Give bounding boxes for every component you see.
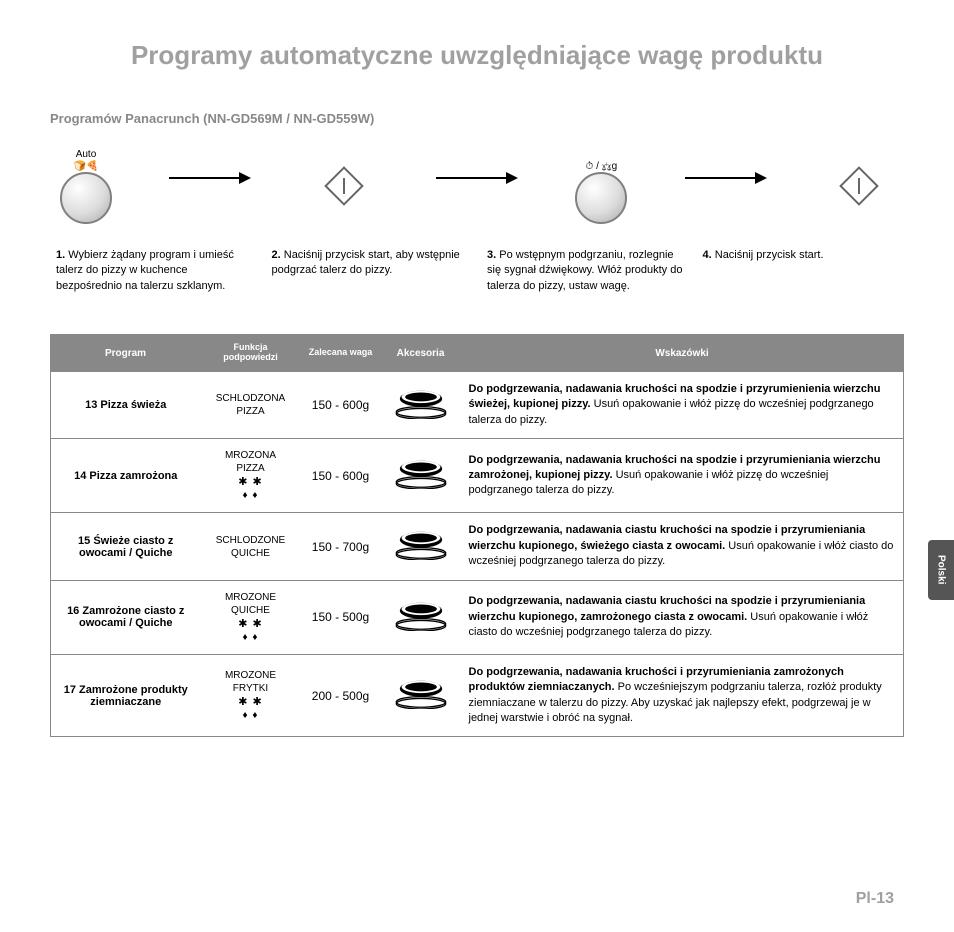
th-accessories: Akcesoria [381,335,461,372]
cell-tips: Do podgrzewania, nadawania kruchości na … [461,439,904,513]
auto-label: Auto [76,150,97,160]
cell-weight: 150 - 700g [301,513,381,580]
dial-icon [60,172,112,224]
timer-weight-label: ⏱ / ⚖g [586,162,618,172]
step-text: 1. Wybierz żądany program i umieść taler… [56,248,252,294]
dial-step-2: ⏱ / ⚖g [575,144,627,224]
cell-tips: Do podgrzewania, nadawania ciastu krucho… [461,580,904,654]
cell-program: 14 Pizza zamrożona [51,439,201,513]
snowflake-icon: ✱ ✱ [238,618,263,630]
language-tab: Polski [928,540,954,600]
arrow-2 [387,144,568,184]
th-weight: Zalecana waga [301,335,381,372]
step-text: 2. Naciśnij przycisk start, aby wstępnie… [272,248,468,294]
cell-weight: 150 - 500g [301,580,381,654]
snowflake-icon: ✱ ✱ [238,476,263,488]
drops-icon: ♦ ♦ [243,710,259,721]
cell-accessory [381,371,461,438]
th-hint: Funkcja podpowiedzi [201,335,301,372]
cell-hint: MROZONAPIZZA✱ ✱♦ ♦ [201,439,301,513]
th-program: Program [51,335,201,372]
pizza-plate-icon [393,530,449,560]
drops-icon: ♦ ♦ [243,632,259,643]
cell-program: 13 Pizza świeża [51,371,201,438]
cell-accessory [381,439,461,513]
pizza-plate-icon [393,459,449,489]
flow-diagram: Auto 🍞🍕 ⏱ / ⚖g [50,144,904,224]
snowflake-icon: ✱ ✱ [238,696,263,708]
cell-accessory [381,513,461,580]
th-tips: Wskazówki [461,335,904,372]
cell-accessory [381,580,461,654]
steps-row: 1. Wybierz żądany program i umieść taler… [50,248,904,294]
cell-tips: Do podgrzewania, nadawania kruchości na … [461,371,904,438]
dial-step-1: Auto 🍞🍕 [60,144,112,224]
cell-tips: Do podgrzewania, nadawania kruchości i p… [461,654,904,737]
cell-weight: 150 - 600g [301,439,381,513]
step-text: 4. Naciśnij przycisk start. [703,248,899,294]
cell-program: 17 Zamrożone produkty ziemniaczane [51,654,201,737]
cell-hint: SCHLODZONAPIZZA [201,371,301,438]
table-row: 15 Świeże ciasto z owocami / QuicheSCHLO… [51,513,904,580]
arrow-3 [635,144,816,184]
arrow-1 [120,144,301,184]
pizza-plate-icon [393,389,449,419]
pizza-plate-icon [393,679,449,709]
food-art-icon: 🍞🍕 [74,162,99,172]
cell-hint: MROZONEFRYTKI✱ ✱♦ ♦ [201,654,301,737]
cell-weight: 200 - 500g [301,654,381,737]
cell-hint: SCHLODZONEQUICHE [201,513,301,580]
table-row: 17 Zamrożone produkty ziemniaczaneMROZON… [51,654,904,737]
table-row: 16 Zamrożone ciasto z owocami / QuicheMR… [51,580,904,654]
table-row: 13 Pizza świeżaSCHLODZONAPIZZA150 - 600g… [51,371,904,438]
start-button-icon-2 [824,144,894,200]
cell-tips: Do podgrzewania, nadawania ciastu krucho… [461,513,904,580]
step-text: 3. Po wstępnym podgrzaniu, rozlegnie się… [487,248,683,294]
programs-table: Program Funkcja podpowiedzi Zalecana wag… [50,334,904,737]
dial-icon [575,172,627,224]
drops-icon: ♦ ♦ [243,490,259,501]
page-title: Programy automatyczne uwzględniające wag… [50,40,904,71]
cell-accessory [381,654,461,737]
cell-program: 16 Zamrożone ciasto z owocami / Quiche [51,580,201,654]
cell-hint: MROZONEQUICHE✱ ✱♦ ♦ [201,580,301,654]
subtitle: Programów Panacrunch (NN-GD569M / NN-GD5… [50,111,904,126]
table-row: 14 Pizza zamrożonaMROZONAPIZZA✱ ✱♦ ♦150 … [51,439,904,513]
start-button-icon-1 [309,144,379,200]
page-number: Pl-13 [856,890,894,908]
cell-program: 15 Świeże ciasto z owocami / Quiche [51,513,201,580]
pizza-plate-icon [393,601,449,631]
cell-weight: 150 - 600g [301,371,381,438]
